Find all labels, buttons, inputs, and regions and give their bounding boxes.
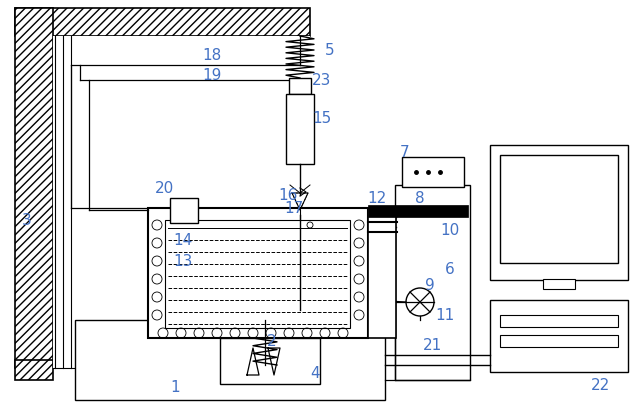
Text: 23: 23 xyxy=(312,72,332,88)
Bar xyxy=(395,185,470,380)
Bar xyxy=(220,338,320,384)
Text: 6: 6 xyxy=(445,262,455,277)
Text: 4: 4 xyxy=(310,365,320,380)
Text: 17: 17 xyxy=(284,201,303,215)
Bar xyxy=(368,205,468,217)
Bar xyxy=(148,208,368,338)
Text: 7: 7 xyxy=(400,145,410,160)
Bar xyxy=(368,208,396,338)
Bar xyxy=(15,8,310,36)
Text: 18: 18 xyxy=(202,47,221,62)
Text: 22: 22 xyxy=(590,378,610,393)
Text: 19: 19 xyxy=(202,67,221,83)
Text: 2: 2 xyxy=(267,334,277,349)
Bar xyxy=(286,94,314,164)
Bar xyxy=(15,360,53,380)
Text: 8: 8 xyxy=(415,191,425,205)
Text: 14: 14 xyxy=(173,233,193,248)
Bar xyxy=(500,335,618,347)
Text: 5: 5 xyxy=(325,42,335,57)
Bar xyxy=(170,198,198,223)
Text: 1: 1 xyxy=(170,380,180,396)
Bar xyxy=(490,145,628,280)
Bar xyxy=(75,320,385,400)
Bar xyxy=(53,36,310,368)
Bar xyxy=(543,279,575,289)
Bar xyxy=(289,78,311,94)
Bar xyxy=(402,157,464,187)
Text: 10: 10 xyxy=(440,222,460,238)
Text: 21: 21 xyxy=(422,337,442,352)
Text: 13: 13 xyxy=(173,254,193,269)
Text: 20: 20 xyxy=(156,181,175,196)
Text: 11: 11 xyxy=(435,308,454,323)
Bar xyxy=(490,300,628,372)
Bar xyxy=(500,315,618,327)
Bar xyxy=(165,220,350,328)
Text: 12: 12 xyxy=(367,191,387,205)
Text: 3: 3 xyxy=(22,212,32,228)
Text: 16: 16 xyxy=(278,187,298,202)
Text: 9: 9 xyxy=(425,277,435,292)
Bar xyxy=(500,155,618,263)
Bar xyxy=(15,8,53,368)
Text: 15: 15 xyxy=(312,111,332,126)
